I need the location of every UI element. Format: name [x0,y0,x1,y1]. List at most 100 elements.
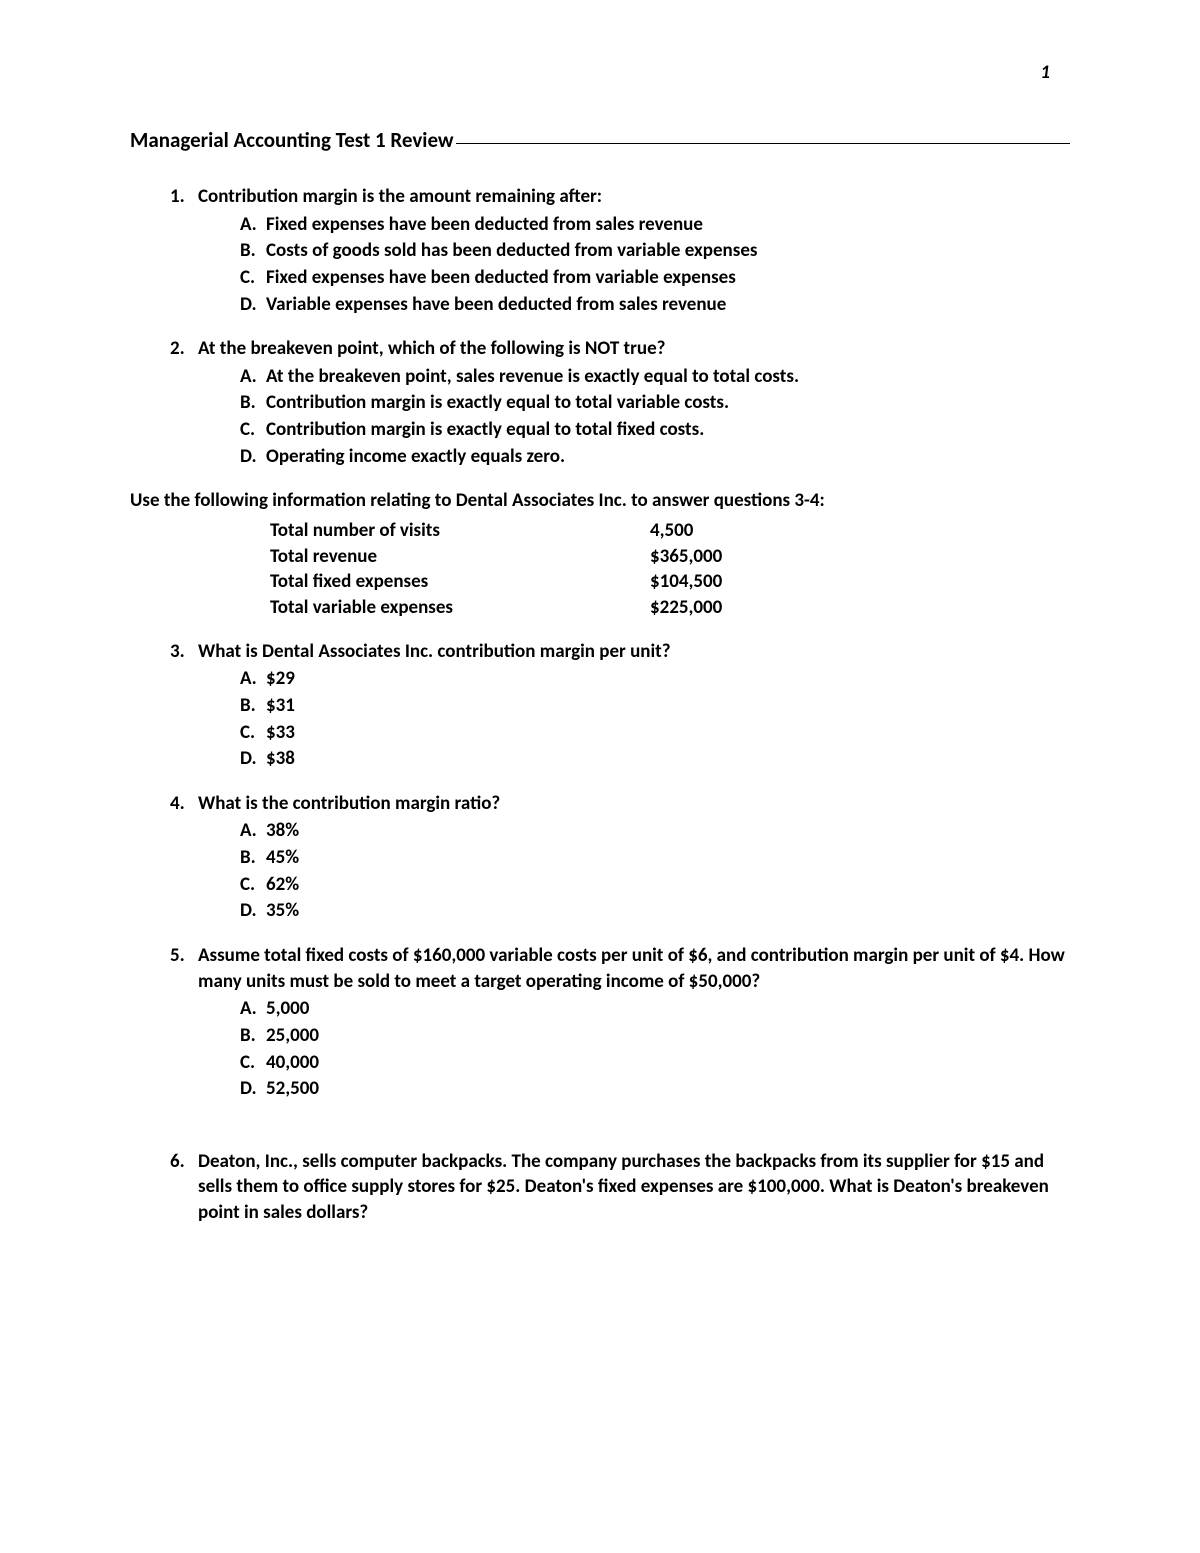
option-letter: C. [240,872,266,898]
option-b: B.Contribution margin is exactly equal t… [240,390,1070,416]
option-text: 25,000 [266,1023,319,1049]
option-a: A.38% [240,818,1070,844]
option-c: C.$33 [240,720,1070,746]
option-letter: C. [240,720,266,746]
question-text: Deaton, Inc., sells computer backpacks. … [198,1149,1070,1226]
option-a: A.At the breakeven point, sales revenue … [240,364,1070,390]
question-number: 1. [170,184,198,318]
option-letter: B. [240,845,266,871]
info-row: Total number of visits4,500 [270,518,1070,544]
option-letter: B. [240,390,266,416]
option-letter: B. [240,1023,266,1049]
question-1: 1. Contribution margin is the amount rem… [170,184,1070,318]
option-letter: A. [240,818,266,844]
question-list-1: 1. Contribution margin is the amount rem… [130,184,1070,470]
info-row: Total revenue$365,000 [270,544,1070,570]
info-row: Total fixed expenses$104,500 [270,569,1070,595]
option-text: $38 [266,746,295,772]
question-number: 4. [170,791,198,925]
question-3: 3. What is Dental Associates Inc. contri… [170,639,1070,773]
option-letter: A. [240,996,266,1022]
info-value: 4,500 [650,518,693,544]
info-row: Total variable expenses$225,000 [270,595,1070,621]
option-text: Variable expenses have been deducted fro… [266,292,726,318]
option-d: D.35% [240,898,1070,924]
info-label: Total fixed expenses [270,569,650,595]
info-label: Total variable expenses [270,595,650,621]
option-a: A.5,000 [240,996,1070,1022]
option-text: Fixed expenses have been deducted from v… [266,265,736,291]
question-list-2: 3. What is Dental Associates Inc. contri… [130,639,1070,1226]
question-number: 6. [170,1149,198,1226]
options-list: A.5,000 B.25,000 C.40,000 D.52,500 [198,996,1070,1102]
option-letter: C. [240,265,266,291]
info-value: $104,500 [650,569,722,595]
option-letter: A. [240,666,266,692]
option-letter: C. [240,417,266,443]
option-b: B.Costs of goods sold has been deducted … [240,238,1070,264]
page-number: 1 [130,60,1070,86]
info-block: Use the following information relating t… [130,488,1070,620]
option-letter: D. [240,746,266,772]
option-text: Operating income exactly equals zero. [266,444,565,470]
question-number: 3. [170,639,198,773]
title-underline [456,143,1070,144]
option-letter: B. [240,238,266,264]
info-intro: Use the following information relating t… [130,488,1070,514]
option-text: $29 [266,666,295,692]
option-a: A.Fixed expenses have been deducted from… [240,212,1070,238]
option-text: Costs of goods sold has been deducted fr… [266,238,757,264]
options-list: A.38% B.45% C.62% D.35% [198,818,1070,924]
question-text: At the breakeven point, which of the fol… [198,336,1070,362]
question-number: 2. [170,336,198,470]
question-2: 2. At the breakeven point, which of the … [170,336,1070,470]
options-list: A.$29 B.$31 C.$33 D.$38 [198,666,1070,772]
option-text: 40,000 [266,1050,319,1076]
option-d: D.Operating income exactly equals zero. [240,444,1070,470]
option-text: Contribution margin is exactly equal to … [266,390,729,416]
option-letter: A. [240,212,266,238]
option-b: B.$31 [240,693,1070,719]
option-letter: D. [240,292,266,318]
option-a: A.$29 [240,666,1070,692]
option-letter: A. [240,364,266,390]
info-label: Total number of visits [270,518,650,544]
option-letter: B. [240,693,266,719]
option-text: $31 [266,693,295,719]
option-d: D.$38 [240,746,1070,772]
question-5: 5. Assume total fixed costs of $160,000 … [170,943,1070,1103]
option-text: 62% [266,872,299,898]
question-text: Contribution margin is the amount remain… [198,184,1070,210]
option-text: 38% [266,818,299,844]
option-text: Contribution margin is exactly equal to … [266,417,704,443]
title-row: Managerial Accounting Test 1 Review [130,126,1070,154]
option-c: C.Contribution margin is exactly equal t… [240,417,1070,443]
option-text: 45% [266,845,299,871]
info-label: Total revenue [270,544,650,570]
info-value: $365,000 [650,544,722,570]
option-b: B.45% [240,845,1070,871]
option-letter: D. [240,444,266,470]
option-b: B.25,000 [240,1023,1070,1049]
question-text: What is the contribution margin ratio? [198,791,1070,817]
option-c: C.62% [240,872,1070,898]
option-text: At the breakeven point, sales revenue is… [266,364,799,390]
option-letter: C. [240,1050,266,1076]
option-d: D.Variable expenses have been deducted f… [240,292,1070,318]
info-value: $225,000 [650,595,722,621]
question-text: What is Dental Associates Inc. contribut… [198,639,1070,665]
option-text: 5,000 [266,996,309,1022]
page-title: Managerial Accounting Test 1 Review [130,126,454,154]
option-text: 35% [266,898,299,924]
question-number: 5. [170,943,198,1103]
option-d: D.52,500 [240,1076,1070,1102]
info-table: Total number of visits4,500 Total revenu… [130,518,1070,621]
question-4: 4. What is the contribution margin ratio… [170,791,1070,925]
options-list: A. Fixed expenses have been deducted from… [198,212,1070,318]
option-c: C.Fixed expenses have been deducted from… [240,265,1070,291]
question-text: Assume total fixed costs of $160,000 var… [198,943,1070,994]
option-letter: D. [240,898,266,924]
options-list: A.At the breakeven point, sales revenue … [198,364,1070,470]
option-text: $33 [266,720,295,746]
option-letter: D. [240,1076,266,1102]
